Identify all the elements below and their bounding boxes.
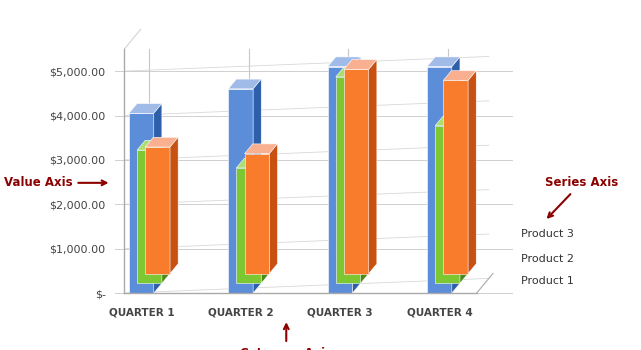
Polygon shape (328, 66, 353, 293)
Polygon shape (269, 144, 278, 274)
Polygon shape (237, 168, 262, 283)
Polygon shape (369, 60, 377, 274)
Polygon shape (344, 69, 369, 274)
Polygon shape (262, 158, 269, 283)
Polygon shape (353, 57, 361, 293)
Polygon shape (154, 104, 162, 293)
Polygon shape (146, 137, 178, 147)
Polygon shape (245, 144, 278, 154)
Polygon shape (344, 60, 377, 69)
Polygon shape (468, 71, 476, 274)
Polygon shape (129, 113, 154, 293)
Polygon shape (427, 57, 460, 66)
Polygon shape (444, 80, 468, 274)
Polygon shape (336, 77, 361, 283)
Polygon shape (444, 71, 476, 80)
Polygon shape (170, 137, 178, 274)
Polygon shape (361, 67, 369, 283)
Polygon shape (253, 79, 262, 293)
Polygon shape (435, 126, 460, 283)
Text: Product 2: Product 2 (520, 254, 574, 264)
Polygon shape (237, 158, 269, 168)
Polygon shape (162, 140, 170, 283)
Polygon shape (228, 79, 262, 89)
Polygon shape (336, 67, 369, 77)
Text: Category Axis: Category Axis (240, 324, 332, 350)
Polygon shape (137, 140, 170, 150)
Text: Series Axis: Series Axis (545, 176, 618, 217)
Polygon shape (427, 66, 452, 293)
Polygon shape (245, 154, 269, 274)
Polygon shape (460, 116, 468, 283)
Polygon shape (228, 89, 253, 293)
Text: Product 3: Product 3 (520, 230, 574, 239)
Text: Value Axis: Value Axis (4, 176, 106, 189)
Polygon shape (137, 150, 162, 283)
Polygon shape (146, 147, 170, 274)
Polygon shape (452, 57, 460, 293)
Polygon shape (129, 104, 162, 113)
Polygon shape (435, 116, 468, 126)
Polygon shape (328, 57, 361, 66)
Text: Product 1: Product 1 (520, 276, 574, 286)
